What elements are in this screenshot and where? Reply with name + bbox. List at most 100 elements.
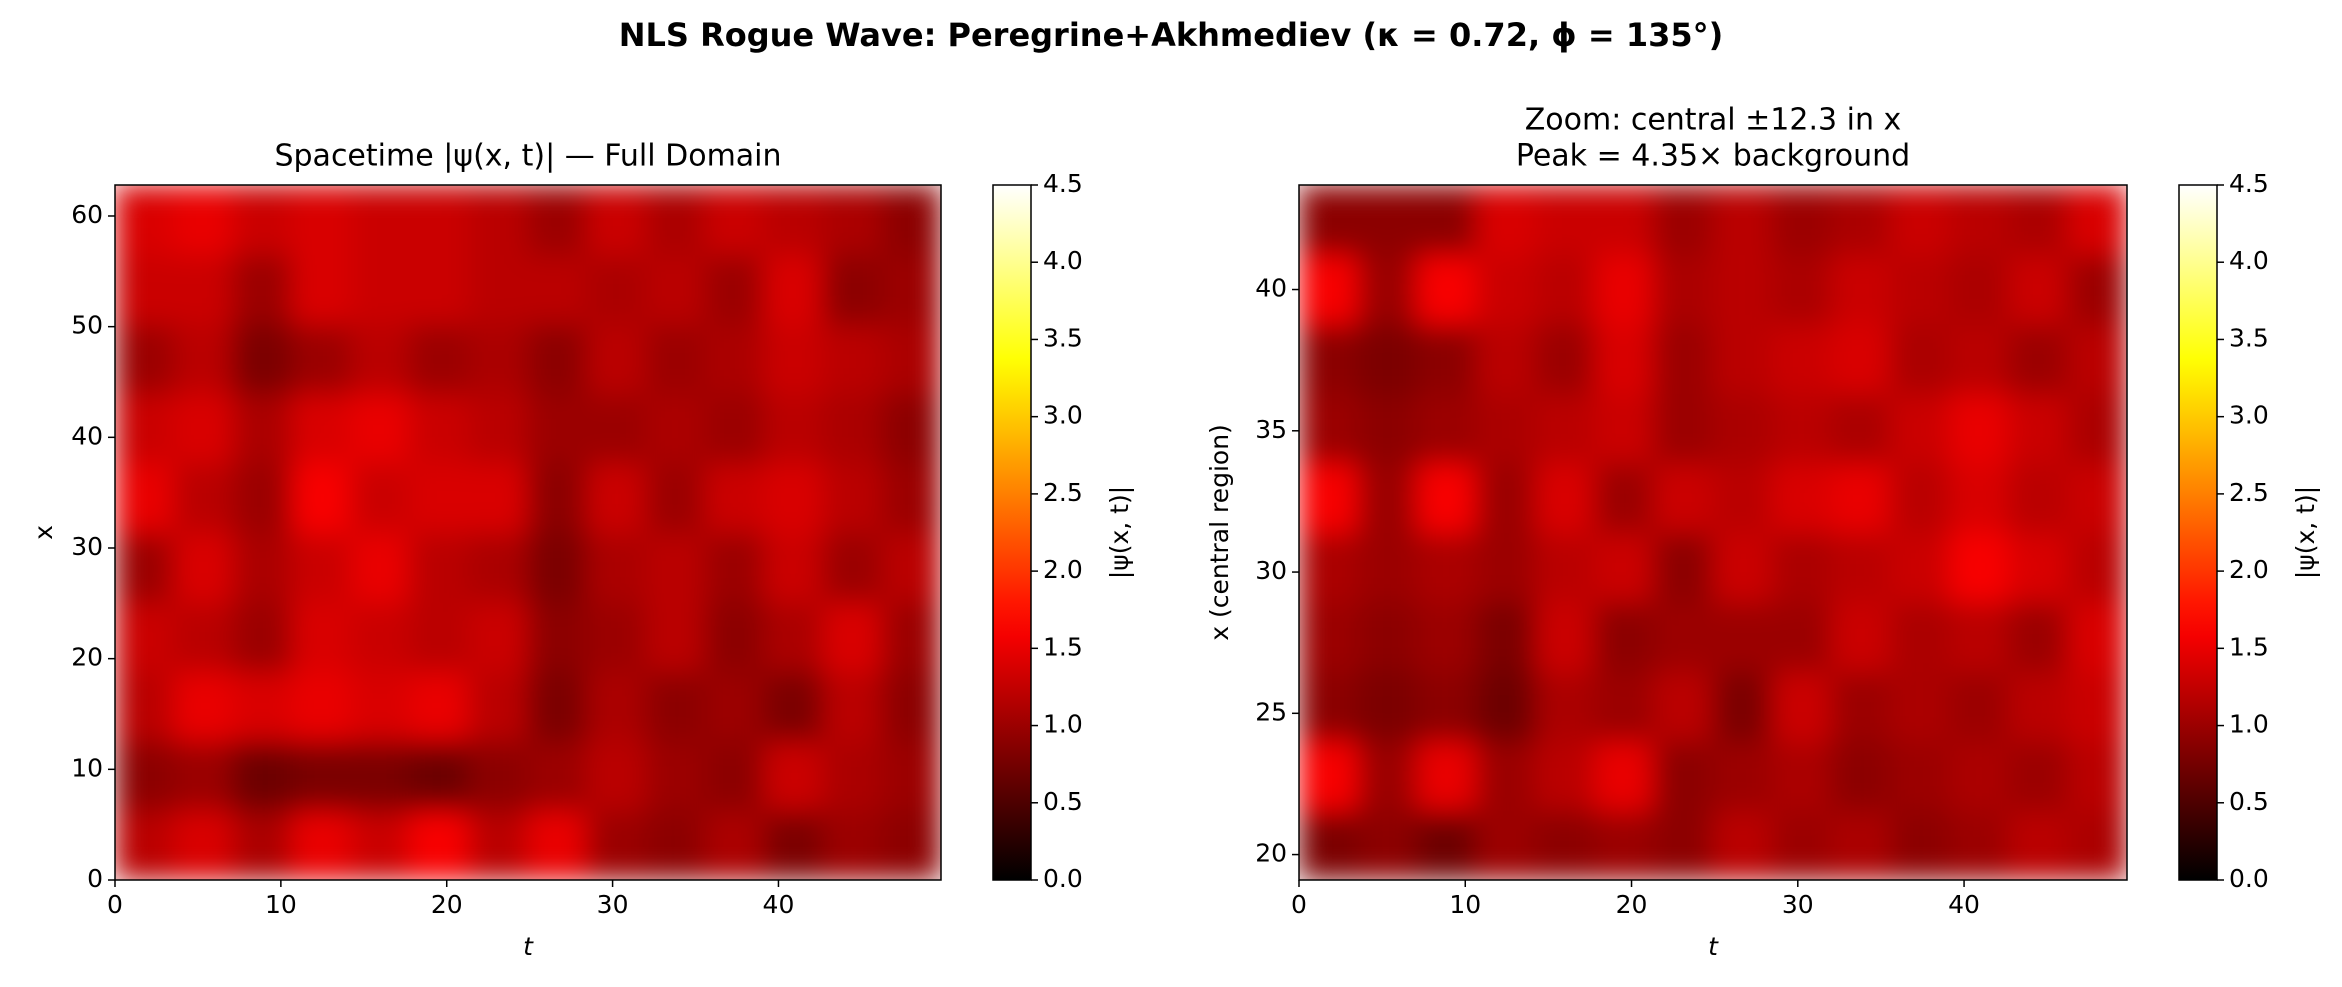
heatmap-cell	[1535, 462, 1596, 533]
heatmap-cell	[881, 532, 941, 603]
heatmap-cell	[586, 254, 647, 325]
heatmap-cell	[527, 810, 588, 880]
heatmap-cell	[291, 671, 352, 742]
heatmap-cell	[1594, 185, 1655, 255]
heatmap-cell	[350, 185, 411, 255]
heatmap-cell	[645, 462, 706, 533]
heatmap-cell	[586, 532, 647, 603]
heatmap-cell	[468, 740, 529, 811]
heatmap-cell	[1949, 185, 2010, 255]
heatmap-cell	[704, 601, 765, 672]
heatmap-cell	[2008, 532, 2069, 603]
heatmap-cell	[1653, 671, 1714, 742]
heatmap-cell	[1771, 810, 1832, 880]
heatmap-cell	[1357, 323, 1418, 394]
heatmap-cell	[1949, 532, 2010, 603]
heatmap-cell	[704, 462, 765, 533]
heatmap-cell	[881, 462, 941, 533]
colorbar-tick-label: 0.5	[2229, 787, 2269, 816]
heatmap-cell	[1771, 185, 1832, 255]
heatmap-cell	[822, 393, 883, 464]
heatmap-cell	[409, 671, 470, 742]
colorbar-tick-label: 0.0	[1043, 864, 1083, 893]
heatmap-cell	[2008, 185, 2069, 255]
heatmap-cell	[1949, 671, 2010, 742]
heatmap-cell	[1949, 462, 2010, 533]
colorbar-tick-label: 4.0	[2229, 246, 2269, 275]
heatmap-cell	[1949, 254, 2010, 325]
heatmap-cell	[1771, 462, 1832, 533]
heatmap-cell	[645, 185, 706, 255]
heatmap-cell	[1653, 462, 1714, 533]
colorbar-tick-label: 2.5	[2229, 478, 2269, 507]
heatmap-cell	[468, 254, 529, 325]
heatmap-cell	[409, 393, 470, 464]
heatmap-cell	[1653, 185, 1714, 255]
heatmap-cell	[2008, 254, 2069, 325]
heatmap-cell	[822, 185, 883, 255]
y-tick-label: 40	[1255, 274, 1287, 303]
heatmap-cell	[232, 740, 293, 811]
heatmap-cell	[1416, 810, 1477, 880]
heatmap-cell	[881, 323, 941, 394]
heatmap-cell	[645, 671, 706, 742]
heatmap-cell	[586, 810, 647, 880]
heatmap-cell	[1594, 671, 1655, 742]
y-tick-label: 50	[71, 311, 103, 340]
heatmap-cell	[1771, 323, 1832, 394]
heatmap-cell	[1416, 393, 1477, 464]
heatmap-cell	[1830, 810, 1891, 880]
heatmap-cell	[115, 393, 175, 464]
heatmap-cell	[1712, 393, 1773, 464]
heatmap-cell	[1949, 323, 2010, 394]
heatmap-cell	[1712, 740, 1773, 811]
heatmap-cell	[2067, 671, 2127, 742]
heatmap-cell	[1535, 323, 1596, 394]
heatmap-cell	[115, 323, 175, 394]
heatmap-cell	[1771, 740, 1832, 811]
heatmap-cell	[350, 740, 411, 811]
heatmap-cell	[350, 393, 411, 464]
colorbar-tick-label: 4.5	[1043, 169, 1083, 198]
heatmap-cell	[350, 462, 411, 533]
heatmap-cell	[763, 532, 824, 603]
heatmap-cell	[1357, 185, 1418, 255]
colorbar-tick-label: 0.5	[1043, 787, 1083, 816]
y-tick-label: 40	[71, 421, 103, 450]
heatmap-cell	[822, 601, 883, 672]
axes-title: Zoom: central ±12.3 in x	[1525, 103, 1902, 138]
heatmap-cell	[1475, 462, 1537, 533]
heatmap-cell	[1830, 532, 1891, 603]
heatmap-cell	[645, 810, 706, 880]
heatmap-cell	[1830, 740, 1891, 811]
colorbar-tick-label: 2.0	[1043, 555, 1083, 584]
heatmap-cell	[1712, 323, 1773, 394]
heatmap-cell	[1594, 810, 1655, 880]
x-tick-label: 40	[1948, 890, 1980, 919]
heatmap-cell	[763, 393, 824, 464]
heatmap-cell	[291, 323, 352, 394]
heatmap-cell	[1416, 323, 1477, 394]
heatmap-cell	[1535, 393, 1596, 464]
heatmap-cell	[468, 393, 529, 464]
heatmap-cell	[173, 810, 234, 880]
heatmap-cell	[468, 601, 529, 672]
heatmap-cell	[586, 185, 647, 255]
colorbar-tick-label: 1.0	[1043, 710, 1083, 739]
axes-title: Peak = 4.35× background	[1516, 139, 1910, 174]
heatmap	[1299, 185, 2127, 880]
heatmap-cell	[763, 462, 824, 533]
heatmap-cell	[1299, 810, 1359, 880]
heatmap-cell	[1299, 323, 1359, 394]
heatmap-cell	[1299, 254, 1359, 325]
heatmap-cell	[527, 462, 588, 533]
heatmap-cell	[527, 532, 588, 603]
heatmap-cell	[1535, 671, 1596, 742]
heatmap-cell	[468, 323, 529, 394]
heatmap-cell	[881, 601, 941, 672]
heatmap-cell	[2008, 393, 2069, 464]
heatmap-cell	[645, 254, 706, 325]
heatmap-cell	[1535, 740, 1596, 811]
x-tick-label: 0	[107, 890, 123, 919]
heatmap-cell	[586, 740, 647, 811]
